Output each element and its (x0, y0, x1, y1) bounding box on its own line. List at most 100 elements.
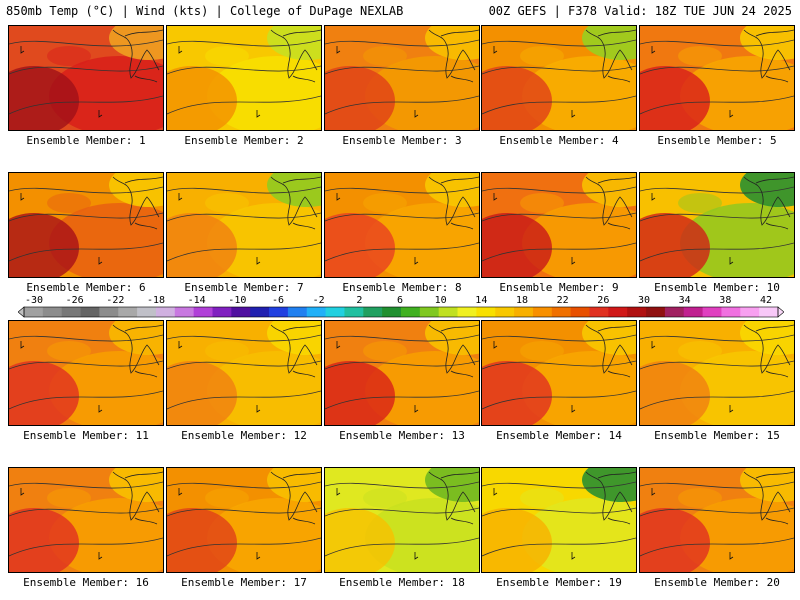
colorbar-tick-label: 38 (719, 295, 732, 306)
colorbar-segment (250, 307, 270, 317)
ensemble-member-label: Ensemble Member: 16 (23, 576, 149, 589)
colorbar-segment (627, 307, 647, 317)
ensemble-member-label: Ensemble Member: 3 (342, 134, 462, 147)
ensemble-member-label: Ensemble Member: 1 (26, 134, 146, 147)
colorbar-segment (306, 307, 326, 317)
ensemble-member-label: Ensemble Member: 6 (26, 281, 146, 294)
colorbar-segment (231, 307, 251, 317)
ensemble-member-map (481, 25, 637, 131)
colorbar-tick-label: -6 (271, 295, 285, 306)
colorbar-tick-label: -18 (146, 295, 166, 306)
colorbar-segment (99, 307, 119, 317)
ensemble-member-label: Ensemble Member: 11 (23, 429, 149, 442)
colorbar-tick-label: -10 (228, 295, 247, 306)
colorbar-segment (24, 307, 44, 317)
colorbar-tick-label: 18 (515, 295, 529, 306)
colorbar-segment (608, 307, 628, 317)
colorbar-segment (740, 307, 760, 317)
ensemble-member-map (324, 25, 480, 131)
colorbar-segment (570, 307, 590, 317)
colorbar-segment (702, 307, 722, 317)
ensemble-member-label: Ensemble Member: 10 (654, 281, 780, 294)
colorbar-segment (325, 307, 345, 317)
colorbar-segment (457, 307, 477, 317)
ensemble-member-label: Ensemble Member: 19 (496, 576, 622, 589)
ensemble-member-map (8, 25, 164, 131)
ensemble-member-map (639, 467, 795, 573)
ensemble-member-label: Ensemble Member: 9 (499, 281, 619, 294)
ensemble-member-map (481, 467, 637, 573)
map-title: 850mb Temp (°C) | Wind (kts) | College o… (6, 4, 404, 18)
colorbar-tick-label: -22 (106, 295, 125, 306)
colorbar-segment (212, 307, 232, 317)
ensemble-member-map (8, 320, 164, 426)
colorbar-segment (759, 307, 779, 317)
colorbar-tick-label: 34 (678, 295, 691, 306)
colorbar-segment (664, 307, 685, 317)
ensemble-member-label: Ensemble Member: 15 (654, 429, 780, 442)
colorbar-segment (401, 307, 421, 317)
colorbar-tick-label: -26 (65, 295, 84, 306)
colorbar-segment (287, 307, 308, 317)
ensemble-member-label: Ensemble Member: 18 (339, 576, 465, 589)
colorbar-segment (438, 307, 458, 317)
colorbar-segment (683, 307, 703, 317)
colorbar-segment (646, 307, 666, 317)
ensemble-member-label: Ensemble Member: 4 (499, 134, 619, 147)
ensemble-member-map (481, 172, 637, 278)
colorbar-segment (193, 307, 213, 317)
colorbar-tick-label: 2 (356, 295, 363, 306)
ensemble-member-label: Ensemble Member: 17 (181, 576, 307, 589)
colorbar-tick-label: -2 (312, 295, 325, 306)
ensemble-member-map (324, 320, 480, 426)
ensemble-member-map (166, 25, 322, 131)
ensemble-member-map (166, 467, 322, 573)
colorbar-segment (80, 307, 100, 317)
colorbar-tick-label: 14 (475, 295, 488, 306)
ensemble-member-map (8, 172, 164, 278)
ensemble-member-map (324, 467, 480, 573)
colorbar-tick-label: -14 (187, 295, 206, 306)
colorbar-tick-label: 10 (434, 295, 447, 306)
colorbar-segment (155, 307, 176, 317)
ensemble-member-label: Ensemble Member: 8 (342, 281, 462, 294)
ensemble-member-label: Ensemble Member: 7 (184, 281, 304, 294)
temperature-colorbar (18, 306, 784, 318)
colorbar-tick-label: -30 (24, 295, 44, 306)
colorbar-tick-label: 30 (637, 295, 651, 306)
colorbar-segment (382, 307, 402, 317)
ensemble-member-label: Ensemble Member: 20 (654, 576, 780, 589)
colorbar-segment (363, 307, 383, 317)
colorbar-segment (589, 307, 609, 317)
colorbar-segment (344, 307, 364, 317)
ensemble-member-label: Ensemble Member: 2 (184, 134, 304, 147)
colorbar-segment (137, 307, 157, 317)
model-run-info: 00Z GEFS | F378 Valid: 18Z TUE JUN 24 20… (488, 4, 792, 18)
colorbar-segment (118, 307, 138, 317)
colorbar-tick-label: 26 (597, 295, 610, 306)
colorbar-right-arrow (777, 306, 784, 318)
ensemble-member-map (324, 172, 480, 278)
ensemble-member-map (481, 320, 637, 426)
ensemble-member-map (639, 25, 795, 131)
colorbar-segment (419, 307, 440, 317)
ensemble-member-label: Ensemble Member: 14 (496, 429, 622, 442)
ensemble-member-map (166, 172, 322, 278)
ensemble-member-map (639, 320, 795, 426)
ensemble-member-map (166, 320, 322, 426)
colorbar-left-arrow (18, 306, 25, 318)
colorbar-segment (721, 307, 741, 317)
colorbar-border (23, 306, 779, 318)
colorbar-segment (42, 307, 63, 317)
ensemble-member-label: Ensemble Member: 5 (657, 134, 777, 147)
colorbar-segment (551, 307, 572, 317)
ensemble-member-label: Ensemble Member: 13 (339, 429, 465, 442)
colorbar-segment (514, 307, 534, 317)
colorbar-segment (495, 307, 515, 317)
colorbar-segment (269, 307, 289, 317)
ensemble-member-label: Ensemble Member: 12 (181, 429, 307, 442)
colorbar-segment (532, 307, 553, 317)
ensemble-member-map (8, 467, 164, 573)
colorbar-tick-label: 42 (759, 295, 773, 306)
colorbar-tick-label: 22 (556, 295, 569, 306)
